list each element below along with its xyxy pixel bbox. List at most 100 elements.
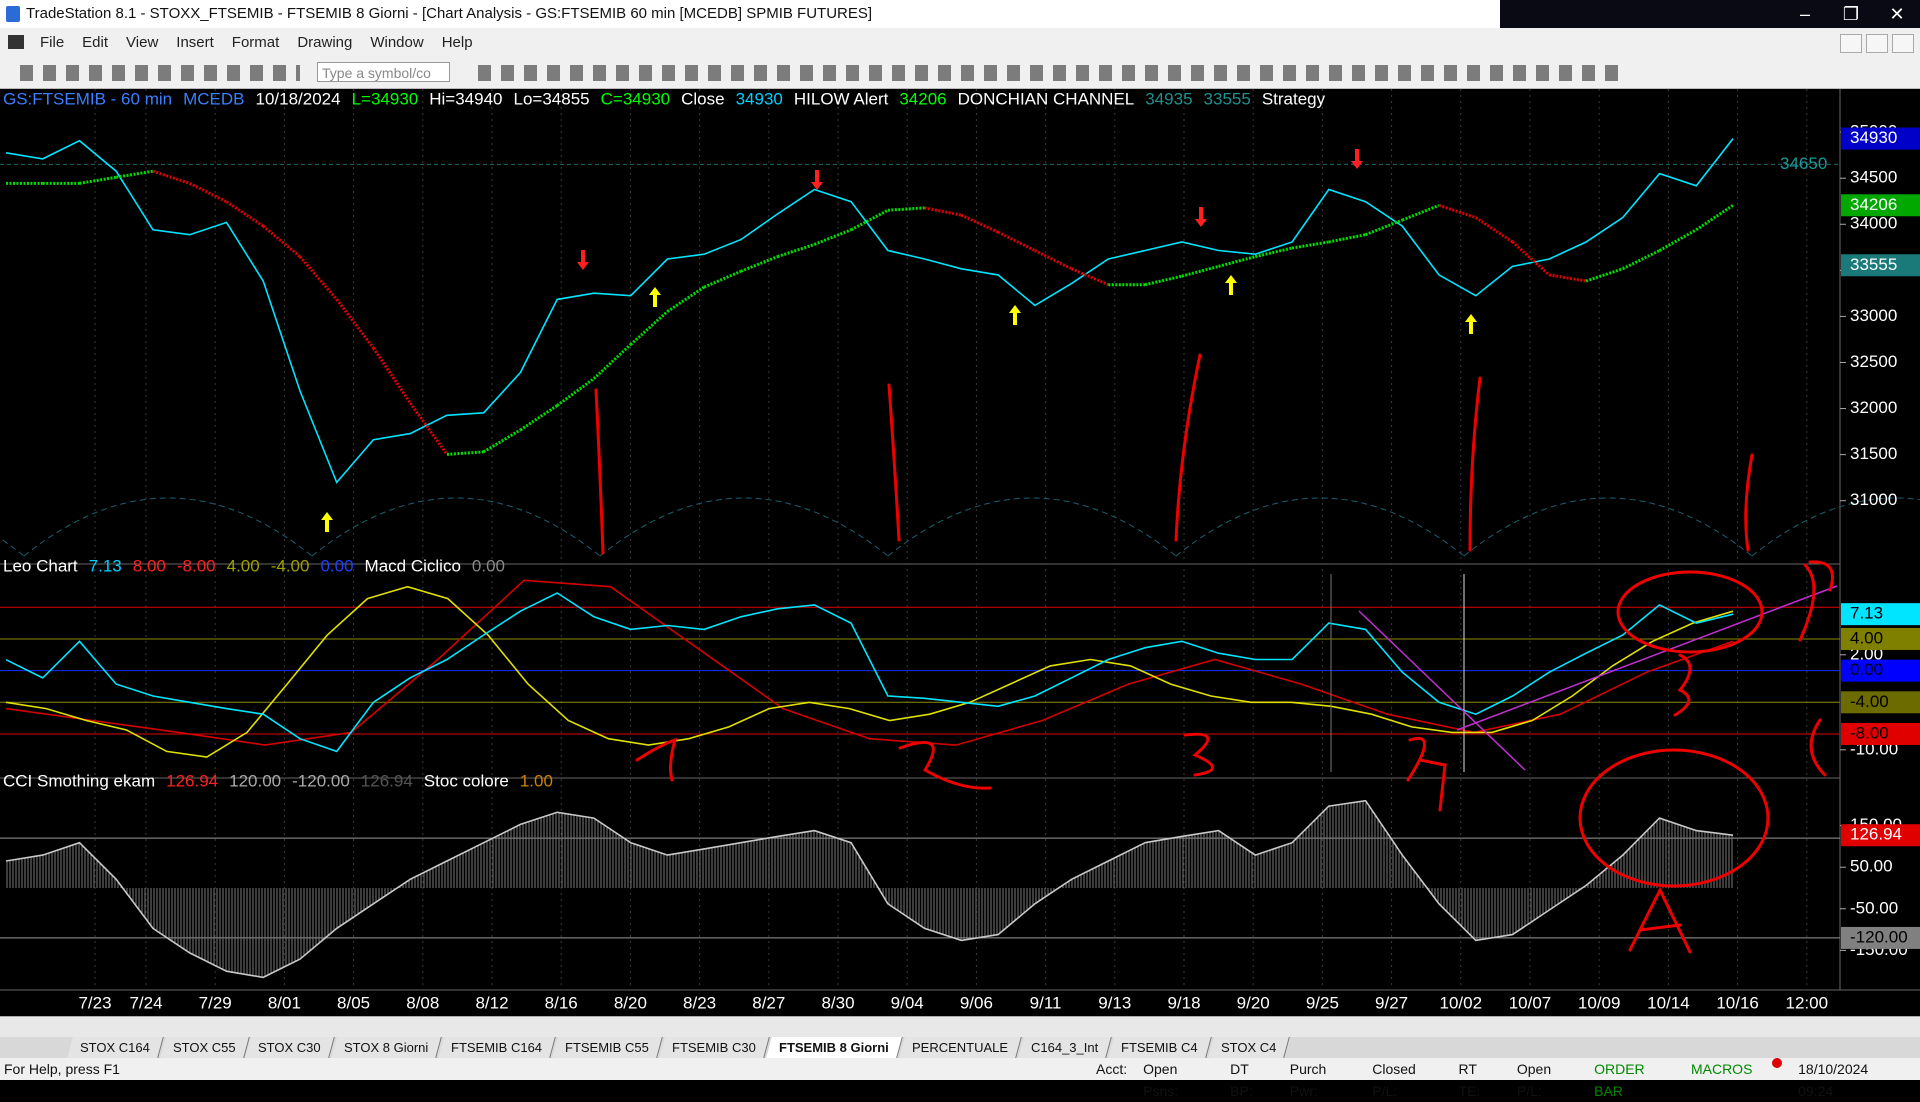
time-label: 8/08 bbox=[406, 993, 439, 1012]
menu-bar: File Edit View Insert Format Drawing Window Hel… bbox=[0, 28, 1920, 57]
tab[interactable]: STOX C55 bbox=[160, 1037, 250, 1058]
annotation-stroke bbox=[1744, 453, 1754, 552]
menu-item[interactable]: Insert bbox=[176, 34, 214, 51]
tab[interactable]: PERCENTUALE bbox=[899, 1037, 1022, 1058]
tab[interactable]: STOX C4 bbox=[1207, 1037, 1290, 1058]
time-label: 12:00 bbox=[1786, 993, 1829, 1012]
average-segment bbox=[408, 402, 449, 456]
menu-item[interactable]: Window bbox=[370, 34, 424, 51]
pane-header-item: GS:FTSEMIB - 60 min bbox=[3, 89, 172, 108]
tab[interactable]: FTSEMIB C164 bbox=[438, 1037, 557, 1058]
average-segment bbox=[262, 224, 301, 258]
status-field: DT BP: bbox=[1230, 1061, 1253, 1099]
macros[interactable]: MACROS bbox=[1690, 1061, 1753, 1077]
pane-header-item: MCEDB bbox=[183, 89, 244, 108]
pane-header-item: 33555 bbox=[1204, 89, 1251, 108]
tab[interactable]: C164_3_Int bbox=[1018, 1037, 1112, 1058]
menu-item[interactable]: Help bbox=[441, 34, 473, 51]
y-tick-label: -50.00 bbox=[1850, 898, 1898, 917]
average-segment bbox=[482, 428, 522, 454]
y-tick-label: 33000 bbox=[1850, 306, 1897, 325]
average-segment bbox=[298, 255, 338, 301]
time-label: 10/14 bbox=[1647, 993, 1690, 1012]
pane-header-item: Leo Chart bbox=[3, 556, 78, 575]
annotation-stroke bbox=[1468, 376, 1482, 552]
axis-value-label: 34650 bbox=[1780, 154, 1827, 173]
status-field: Open P/L: bbox=[1516, 1061, 1552, 1099]
pane-header-item: 10/18/2024 bbox=[256, 89, 341, 108]
close-button[interactable]: ✕ bbox=[1889, 4, 1905, 24]
axis-value-box bbox=[1841, 603, 1920, 626]
maximize-button[interactable]: ❐ bbox=[1842, 4, 1860, 24]
time-label: 8/20 bbox=[614, 993, 647, 1012]
pane-header-item: 1.00 bbox=[520, 771, 553, 790]
time-label: 9/27 bbox=[1375, 993, 1408, 1012]
menu-item[interactable]: Drawing bbox=[297, 34, 353, 51]
order-bar[interactable]: ORDER BAR bbox=[1594, 1061, 1645, 1099]
tab[interactable]: FTSEMIB C30 bbox=[659, 1037, 770, 1058]
tab-label: FTSEMIB C4 bbox=[1121, 1040, 1198, 1055]
pane-header-item: Lo=34855 bbox=[514, 89, 590, 108]
time-label: 8/16 bbox=[545, 993, 578, 1012]
status-fields: Acct: Open Psns: DT BP: Purch Pwr: Closed P/… bbox=[1096, 1058, 1920, 1102]
axis-value-label: 0.00 bbox=[1850, 660, 1883, 679]
annotation-stroke bbox=[594, 388, 605, 555]
pane-header-item: 126.94 bbox=[361, 771, 413, 790]
average-segment bbox=[777, 243, 815, 259]
average-segment bbox=[703, 269, 742, 289]
cycle-arc bbox=[311, 497, 601, 557]
average-segment bbox=[1364, 218, 1403, 237]
menu-item[interactable]: View bbox=[126, 34, 159, 51]
axis-value-label: 33555 bbox=[1850, 255, 1897, 274]
cycle-arc bbox=[599, 497, 889, 557]
average-segment bbox=[556, 377, 595, 407]
toolbar-icons[interactable] bbox=[20, 65, 300, 81]
horizontal-scrollbar[interactable] bbox=[0, 1016, 1920, 1037]
tab[interactable]: STOX C164 bbox=[67, 1037, 164, 1058]
axis-value-box bbox=[1841, 627, 1920, 650]
trend-line bbox=[1358, 610, 1526, 771]
average-segment bbox=[115, 169, 154, 179]
tab[interactable]: FTSEMIB C55 bbox=[552, 1037, 664, 1058]
average-segment bbox=[79, 175, 117, 185]
tab[interactable]: STOX C30 bbox=[245, 1037, 335, 1058]
pane-header-item: Close bbox=[681, 89, 724, 108]
menu-item[interactable]: File bbox=[40, 34, 65, 51]
annotation-stroke bbox=[887, 383, 901, 542]
average-segment bbox=[1144, 274, 1183, 287]
time-label: 8/23 bbox=[683, 993, 716, 1012]
time-label: 10/09 bbox=[1578, 993, 1621, 1012]
help-text: For Help, press F1 bbox=[4, 1061, 120, 1077]
time-label: 7/23 bbox=[78, 993, 111, 1012]
mdi-min[interactable] bbox=[1840, 34, 1862, 53]
menu-item[interactable]: Edit bbox=[82, 34, 109, 51]
toolbar-icons[interactable] bbox=[478, 65, 1618, 81]
pane-header-item: 0.00 bbox=[320, 556, 353, 575]
mdi-restore[interactable] bbox=[1866, 34, 1888, 53]
pane-header-item: Hi=34940 bbox=[429, 89, 502, 108]
annotation-scribble bbox=[1628, 886, 1692, 954]
time-label: 10/16 bbox=[1716, 993, 1759, 1012]
menu-item[interactable]: Format bbox=[231, 34, 280, 51]
minimize-button[interactable]: – bbox=[1799, 4, 1810, 24]
tab[interactable]: FTSEMIB 8 Giorni bbox=[766, 1037, 903, 1058]
axis-value-label: -4.00 bbox=[1850, 692, 1889, 711]
status-bar: For Help, press F1 Acct: Open Psns: DT BP:… bbox=[0, 1058, 1920, 1099]
annotation-circle bbox=[1616, 570, 1764, 654]
mdi-close[interactable] bbox=[1892, 34, 1914, 53]
symbol-input[interactable]: Type a symbol/co bbox=[317, 62, 450, 82]
axis-value-box bbox=[1841, 722, 1920, 745]
pane-header-item: 0.00 bbox=[472, 556, 505, 575]
cycle-arc bbox=[1175, 497, 1465, 557]
time-label: 9/18 bbox=[1167, 993, 1200, 1012]
app-icon bbox=[6, 6, 20, 22]
average-segment bbox=[1254, 246, 1293, 259]
annotation-scribble bbox=[898, 740, 992, 790]
pane-header-item: 7.13 bbox=[89, 556, 122, 575]
tab[interactable]: STOX 8 Giorni bbox=[331, 1037, 443, 1058]
pane-header-item: 4.00 bbox=[227, 556, 260, 575]
alert-dot bbox=[1772, 1058, 1783, 1068]
tab[interactable]: FTSEMIB C4 bbox=[1108, 1037, 1212, 1058]
